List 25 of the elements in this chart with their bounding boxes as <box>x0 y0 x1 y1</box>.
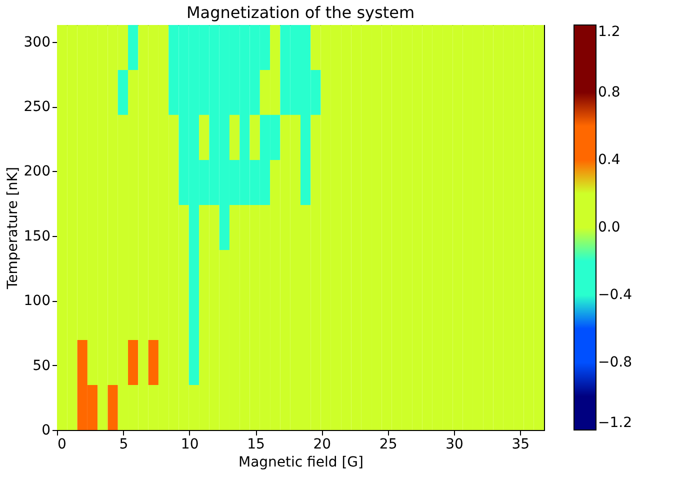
x-tick-label: 0 <box>58 436 66 452</box>
y-tick-label: 200 <box>24 164 50 180</box>
y-tick-label: 300 <box>24 34 50 50</box>
x-tick-label: 15 <box>247 436 265 452</box>
x-tick-label: 10 <box>180 436 199 452</box>
x-tick-label: 25 <box>379 436 398 452</box>
chart-title: Magnetization of the system <box>186 3 415 22</box>
color-bar-label: −0.4 <box>598 287 632 303</box>
y-tick-label: 100 <box>24 293 50 310</box>
x-tick-label: 30 <box>446 436 464 452</box>
color-bar-label: 1.2 <box>598 24 620 40</box>
color-bar-label: −0.8 <box>598 354 632 370</box>
y-axis-title: Temperature [nK] <box>4 166 21 290</box>
x-tick-label: 20 <box>313 436 332 452</box>
y-tick-label: 150 <box>24 228 50 244</box>
x-tick-label: 35 <box>512 436 530 452</box>
x-tick-label: 5 <box>119 436 128 452</box>
y-tick-label: 50 <box>32 358 50 374</box>
color-bar-label: 0.8 <box>598 84 620 100</box>
x-axis-title: Magnetic field [G] <box>238 454 364 470</box>
y-tick-label: 0 <box>42 422 50 438</box>
color-bar-label: 0.4 <box>598 152 620 168</box>
color-bar-label: 0.0 <box>598 220 620 236</box>
y-tick-label: 250 <box>24 99 50 116</box>
color-bar-label: −1.2 <box>598 415 632 431</box>
